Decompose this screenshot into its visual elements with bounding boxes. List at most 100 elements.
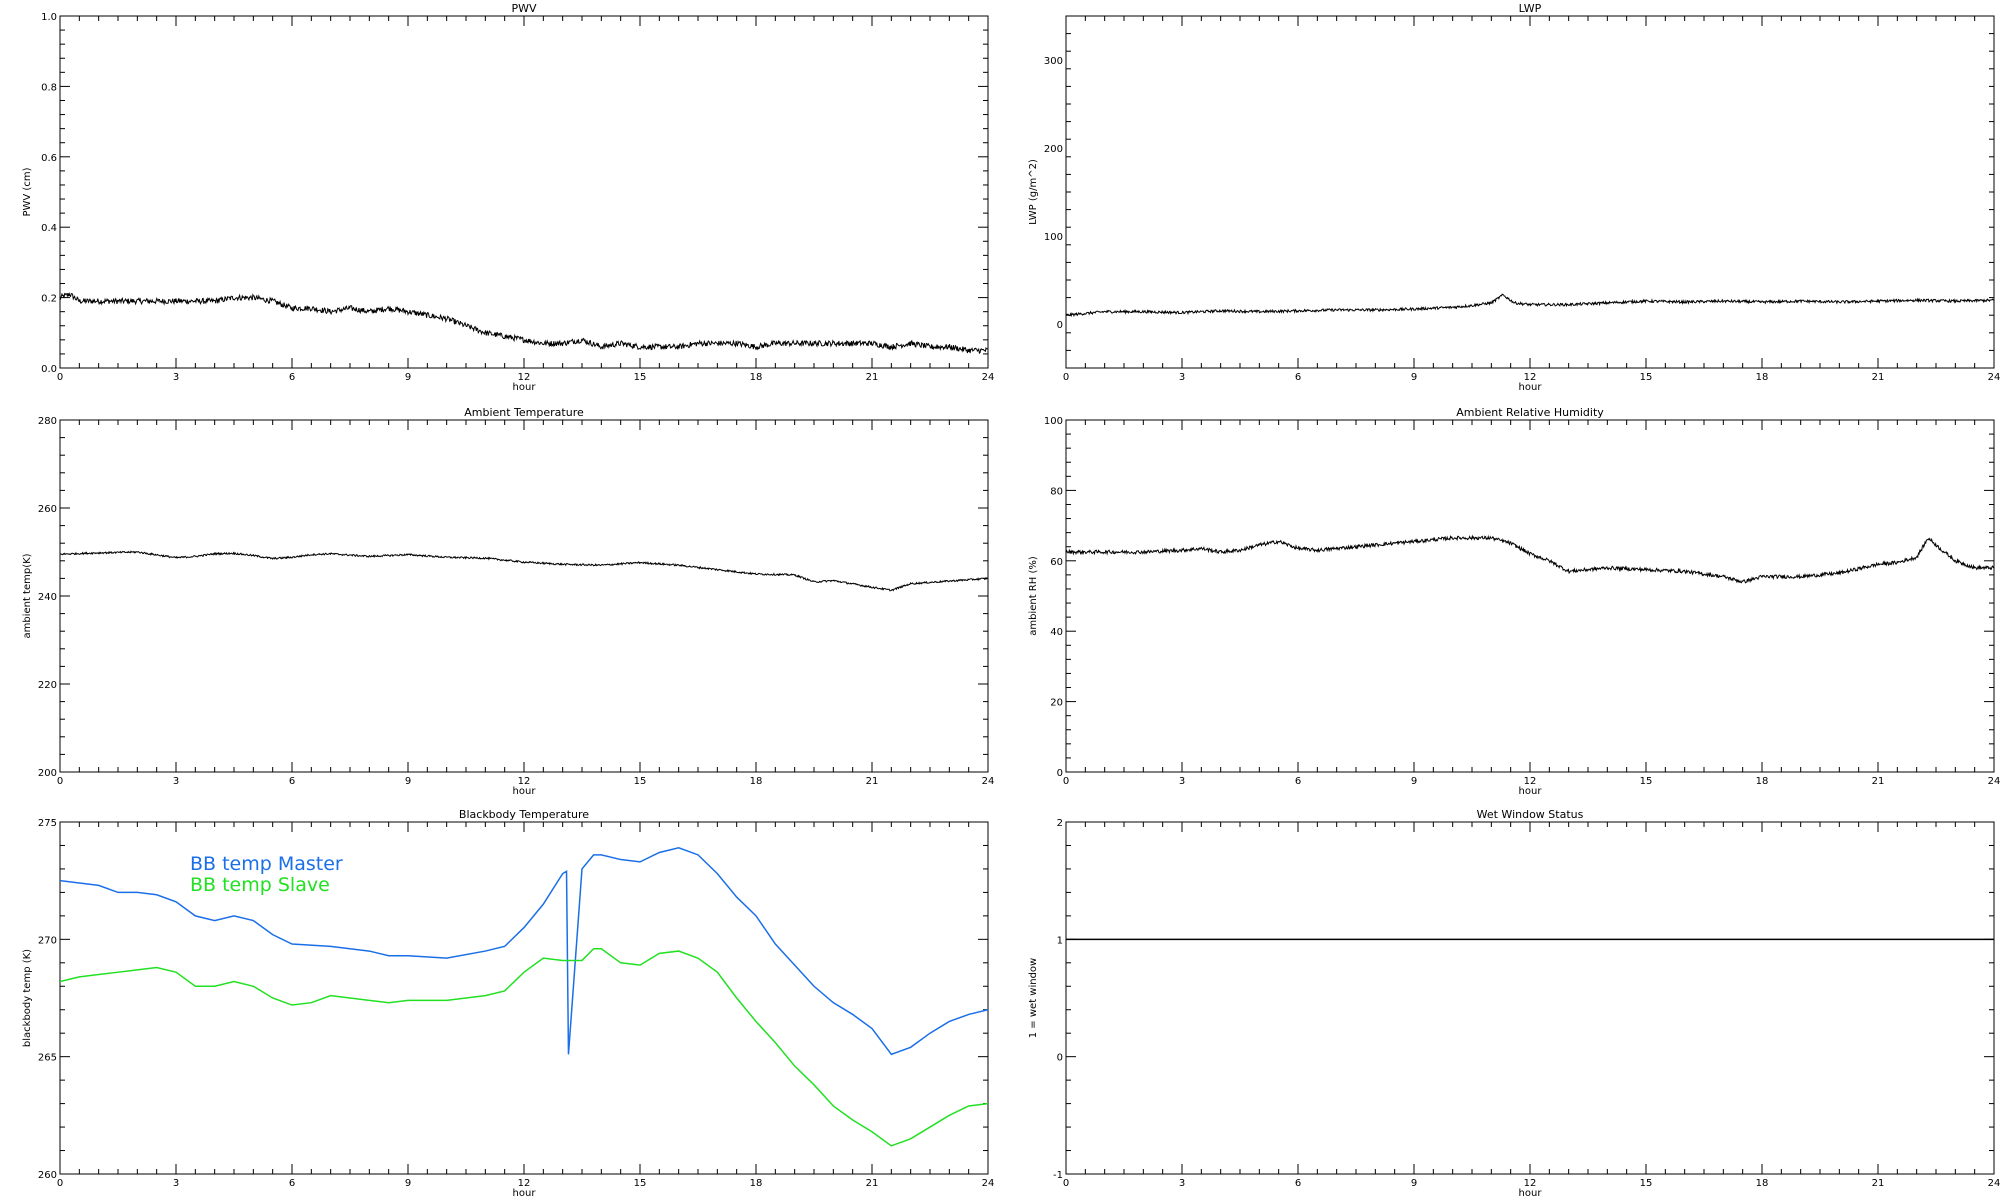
- plot-frame: [59, 419, 989, 773]
- x-tick-label: 18: [1756, 1178, 1769, 1189]
- x-tick-label: 15: [1640, 776, 1653, 787]
- x-tick-label: 21: [866, 1178, 879, 1189]
- x-tick-label: 0: [1063, 372, 1069, 383]
- y-tick-label: 0.6: [41, 153, 57, 164]
- x-tick-label: 21: [866, 372, 879, 383]
- x-tick-label: 24: [982, 1178, 995, 1189]
- x-tick-label: 3: [173, 776, 179, 787]
- x-tick-label: 24: [1988, 776, 2000, 787]
- series-line-0: [60, 550, 988, 592]
- x-tick-label: 24: [982, 776, 995, 787]
- y-tick-label: 1.0: [41, 12, 57, 23]
- x-axis-label: hour: [1519, 1188, 1543, 1199]
- x-tick-label: 6: [1295, 1178, 1301, 1189]
- y-tick-label: 100: [1044, 416, 1063, 427]
- x-tick-label: 15: [634, 1178, 647, 1189]
- y-tick-label: 300: [1044, 56, 1063, 67]
- x-axis-label: hour: [513, 786, 537, 797]
- y-tick-label: 0.8: [41, 82, 57, 93]
- series-line-0: [1066, 293, 1994, 318]
- x-tick-label: 3: [1179, 372, 1185, 383]
- chart-title: Ambient Temperature: [464, 406, 584, 419]
- y-tick-label: 275: [38, 818, 57, 829]
- y-axis-label: ambient RH (%): [1028, 556, 1039, 636]
- y-tick-label: 80: [1050, 486, 1063, 497]
- x-tick-label: 12: [1524, 1178, 1537, 1189]
- y-tick-label: 0.4: [41, 223, 57, 234]
- series-line-1: [60, 947, 988, 1147]
- x-tick-label: 3: [1179, 776, 1185, 787]
- legend-entry: BB temp Slave: [190, 874, 330, 896]
- y-tick-label: 260: [38, 1170, 57, 1181]
- x-tick-label: 15: [1640, 1178, 1653, 1189]
- plot-frame: [1065, 15, 1995, 369]
- y-tick-label: 40: [1050, 627, 1063, 638]
- x-tick-label: 0: [1063, 1178, 1069, 1189]
- y-tick-label: 200: [1044, 144, 1063, 155]
- y-tick-label: -1: [1053, 1170, 1063, 1181]
- y-tick-label: 100: [1044, 232, 1063, 243]
- y-tick-label: 2: [1057, 818, 1063, 829]
- x-tick-label: 12: [518, 372, 531, 383]
- chart-title: Blackbody Temperature: [459, 808, 589, 821]
- x-tick-label: 6: [1295, 776, 1301, 787]
- x-tick-label: 18: [750, 776, 763, 787]
- y-tick-label: 0.0: [41, 364, 57, 375]
- x-tick-label: 3: [173, 372, 179, 383]
- x-tick-label: 9: [1411, 372, 1417, 383]
- x-tick-label: 9: [405, 776, 411, 787]
- chart-title: Ambient Relative Humidity: [1456, 406, 1604, 419]
- y-tick-label: 1: [1057, 935, 1063, 946]
- x-tick-label: 9: [405, 372, 411, 383]
- x-tick-label: 0: [57, 1178, 63, 1189]
- x-tick-label: 6: [289, 372, 295, 383]
- x-tick-label: 9: [1411, 1178, 1417, 1189]
- y-tick-label: 265: [38, 1053, 57, 1064]
- x-axis-label: hour: [513, 1188, 537, 1199]
- x-tick-label: 21: [1872, 1178, 1885, 1189]
- x-tick-label: 15: [1640, 372, 1653, 383]
- series-line-0: [1066, 534, 1994, 584]
- y-axis-label: 1 = wet window: [1028, 958, 1039, 1038]
- y-tick-label: 220: [38, 680, 57, 691]
- x-tick-label: 6: [1295, 372, 1301, 383]
- panel-1: LWP 0 3 6 9 12 15 18 21 24 hour 0 100 200 300 LWP (g/m^…: [1028, 2, 2000, 393]
- y-tick-label: 240: [38, 592, 57, 603]
- x-tick-label: 9: [1411, 776, 1417, 787]
- x-tick-label: 24: [1988, 372, 2000, 383]
- x-tick-label: 24: [982, 372, 995, 383]
- series-line-0: [60, 292, 988, 355]
- y-tick-label: 0: [1057, 320, 1063, 331]
- y-tick-label: 270: [38, 935, 57, 946]
- x-tick-label: 12: [518, 1178, 531, 1189]
- y-tick-label: 260: [38, 504, 57, 515]
- x-tick-label: 21: [866, 776, 879, 787]
- x-tick-label: 21: [1872, 372, 1885, 383]
- panel-2: Ambient Temperature 0 3 6 9 12 15 18 21 24 hour 200…: [22, 406, 994, 797]
- x-axis-label: hour: [1519, 786, 1543, 797]
- x-tick-label: 9: [405, 1178, 411, 1189]
- panel-3: Ambient Relative Humidity 0 3 6 9 12 15 18 21 24 h…: [1028, 406, 2000, 797]
- x-tick-label: 3: [173, 1178, 179, 1189]
- y-axis-label: ambient temp(K): [22, 553, 33, 638]
- y-tick-label: 0.2: [41, 294, 57, 305]
- y-tick-label: 0: [1057, 1053, 1063, 1064]
- plot-frame: [1065, 419, 1995, 773]
- x-tick-label: 12: [1524, 776, 1537, 787]
- x-tick-label: 6: [289, 776, 295, 787]
- x-tick-label: 18: [750, 1178, 763, 1189]
- plot-frame: [1065, 821, 1995, 1175]
- x-tick-label: 15: [634, 776, 647, 787]
- x-tick-label: 3: [1179, 1178, 1185, 1189]
- y-tick-label: 280: [38, 416, 57, 427]
- y-tick-label: 60: [1050, 557, 1063, 568]
- x-tick-label: 18: [1756, 372, 1769, 383]
- x-tick-label: 18: [1756, 776, 1769, 787]
- panel-4: Blackbody Temperature 0 3 6 9 12 15 18 21 24 hour 2…: [22, 808, 994, 1199]
- y-axis-label: PWV (cm): [22, 167, 33, 216]
- chart-title: Wet Window Status: [1477, 808, 1584, 821]
- x-tick-label: 12: [1524, 372, 1537, 383]
- y-axis-label: LWP (g/m^2): [1028, 159, 1039, 225]
